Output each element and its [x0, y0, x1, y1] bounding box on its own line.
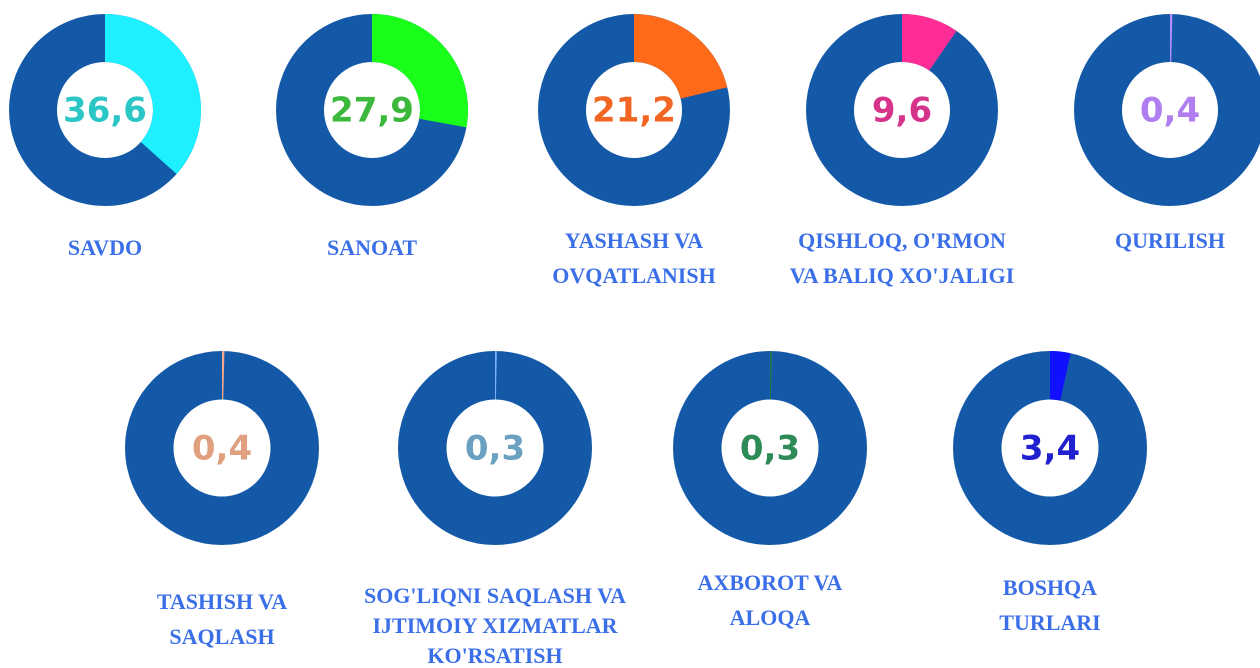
donut-chart: 0,3 AXBOROT VA ALOQA [673, 351, 867, 630]
value-label: 36,6 [63, 91, 147, 131]
value-label: 0,4 [1140, 91, 1200, 131]
chart-title: QISHLOQ, O'RMON [798, 228, 1006, 253]
donut-chart: 0,4 TASHISH VA SAQLASH [125, 350, 319, 649]
value-label: 3,4 [1020, 429, 1080, 469]
chart-title: BOSHQA [1003, 575, 1097, 600]
value-label: 0,3 [465, 429, 525, 469]
chart-title: SAVDO [68, 235, 142, 260]
donut-segment [770, 351, 772, 400]
chart-title: OVQATLANISH [552, 263, 715, 288]
value-label: 27,9 [330, 91, 414, 131]
chart-title: VA BALIQ XO'JALIGI [790, 263, 1015, 288]
chart-title: TURLARI [999, 610, 1100, 635]
donut-chart: 27,9 SANOAT [276, 14, 468, 260]
donut-segment [222, 350, 225, 400]
chart-title: SOG'LIQNI SAQLASH VA [364, 583, 626, 608]
chart-title: KO'RSATISH [427, 643, 562, 668]
donut-chart: 36,6 SAVDO [9, 14, 202, 260]
chart-title: SAQLASH [169, 624, 274, 649]
chart-title: SANOAT [327, 235, 417, 260]
chart-title: QURILISH [1115, 228, 1225, 253]
value-label: 0,4 [192, 429, 252, 469]
donut-chart: 9,6 QISHLOQ, O'RMON VA BALIQ XO'JALIGI [790, 14, 1015, 288]
chart-title: YASHASH VA [565, 228, 703, 253]
donut-segment [902, 14, 957, 71]
chart-title: ALOQA [730, 605, 811, 630]
donut-segment [634, 14, 728, 99]
value-label: 21,2 [592, 91, 676, 131]
chart-title: IJTIMOIY XIZMATLAR [372, 613, 618, 638]
donut-chart: 0,4 QURILISH [1074, 14, 1260, 253]
chart-title: TASHISH VA [157, 589, 287, 614]
chart-title: AXBOROT VA [698, 570, 843, 595]
donut-chart: 21,2 YASHASH VA OVQATLANISH [538, 14, 730, 288]
donut-segment [1050, 351, 1071, 401]
donut-chart: 0,3 SOG'LIQNI SAQLASH VA IJTIMOIY XIZMATLA… [364, 351, 626, 668]
value-label: 0,3 [740, 429, 800, 469]
donut-segment [372, 14, 468, 128]
donut-chart: 3,4 BOSHQA TURLARI [953, 351, 1147, 635]
donut-segment [105, 14, 202, 174]
donut-segment [495, 351, 497, 400]
donut-segment [1170, 14, 1173, 63]
value-label: 9,6 [872, 91, 932, 131]
